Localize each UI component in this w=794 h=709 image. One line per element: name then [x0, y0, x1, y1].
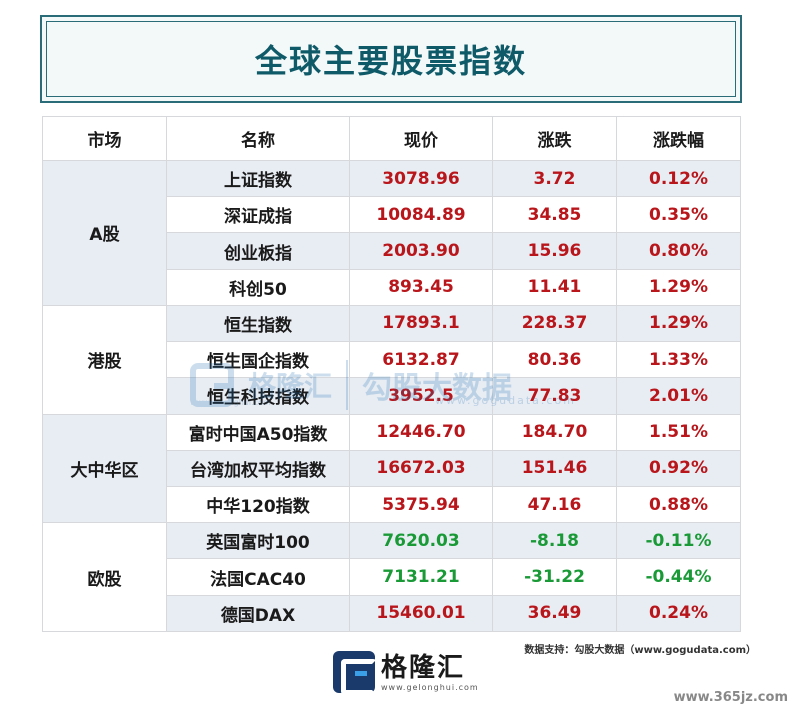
table-row: 恒生国企指数 6132.87 80.36 1.33% [43, 341, 741, 379]
change-cell: 47.16 [492, 485, 617, 524]
logo-url: www.gelonghui.com [381, 682, 479, 692]
change-cell: 77.83 [492, 377, 617, 415]
table-row: 创业板指 2003.90 15.96 0.80% [43, 232, 741, 270]
change-pct-cell: -0.11% [616, 522, 741, 560]
table-row: 科创50 893.45 11.41 1.29% [43, 268, 741, 306]
price-cell: 5375.94 [349, 485, 493, 524]
title-inner-frame: 全球主要股票指数 [46, 21, 736, 97]
table-row: 深证成指 10084.89 34.85 0.35% [43, 196, 741, 234]
change-cell: 228.37 [492, 304, 617, 343]
index-name-cell: 恒生指数 [166, 304, 350, 343]
price-cell: 3952.5 [349, 377, 493, 415]
change-cell: 15.96 [492, 232, 617, 270]
index-name-cell: 上证指数 [166, 159, 350, 198]
table-body: A股 上证指数 3078.96 3.72 0.12% 深证成指 10084.89 34.85 0… [42, 159, 741, 633]
price-cell: 6132.87 [349, 341, 493, 379]
change-cell: -8.18 [492, 522, 617, 560]
change-pct-cell: 0.24% [616, 594, 741, 633]
change-cell: -31.22 [492, 558, 617, 596]
index-name-cell: 英国富时100 [166, 522, 350, 560]
price-cell: 893.45 [349, 268, 493, 306]
price-cell: 15460.01 [349, 594, 493, 633]
price-cell: 3078.96 [349, 159, 493, 198]
table-row: 德国DAX 15460.01 36.49 0.24% [43, 594, 741, 633]
price-cell: 12446.70 [349, 413, 493, 451]
header-name: 名称 [166, 116, 350, 161]
change-pct-cell: 2.01% [616, 377, 741, 415]
index-name-cell: 台湾加权平均指数 [166, 449, 350, 487]
index-table: 市场 名称 现价 涨跌 涨跌幅 A股 上证指数 3078.96 3.72 0.12% 深证… [42, 116, 741, 633]
index-name-cell: 恒生科技指数 [166, 377, 350, 415]
change-pct-cell: 1.29% [616, 268, 741, 306]
price-cell: 2003.90 [349, 232, 493, 270]
header-change-pct: 涨跌幅 [616, 116, 741, 161]
market-cell: 港股 [42, 304, 167, 415]
market-cell: 大中华区 [42, 413, 167, 524]
price-cell: 16672.03 [349, 449, 493, 487]
change-pct-cell: 0.80% [616, 232, 741, 270]
change-cell: 11.41 [492, 268, 617, 306]
change-pct-cell: 0.35% [616, 196, 741, 234]
change-pct-cell: 0.92% [616, 449, 741, 487]
index-name-cell: 恒生国企指数 [166, 341, 350, 379]
change-cell: 3.72 [492, 159, 617, 198]
header-change: 涨跌 [492, 116, 617, 161]
gelonghui-logo-icon [333, 651, 377, 695]
market-cell: 欧股 [42, 522, 167, 632]
change-pct-cell: 0.12% [616, 159, 741, 198]
logo-text-group: 格隆汇 www.gelonghui.com [381, 653, 479, 692]
price-cell: 10084.89 [349, 196, 493, 234]
change-cell: 151.46 [492, 449, 617, 487]
footer-logo: 格隆汇 www.gelonghui.com [333, 651, 479, 695]
header-price: 现价 [349, 116, 493, 161]
index-name-cell: 科创50 [166, 268, 350, 306]
table-row: 大中华区 富时中国A50指数 12446.70 184.70 1.51% [42, 413, 741, 524]
corner-watermark: www.365jz.com [673, 690, 788, 705]
price-cell: 17893.1 [349, 304, 493, 343]
table-row: 欧股 英国富时100 7620.03 -8.18 -0.11% [42, 522, 741, 632]
table-row: 港股 恒生指数 17893.1 228.37 1.29% [42, 304, 741, 415]
table-row: A股 上证指数 3078.96 3.72 0.12% [42, 159, 741, 306]
header-market: 市场 [42, 116, 167, 161]
change-cell: 36.49 [492, 594, 617, 633]
table-row: 中华120指数 5375.94 47.16 0.88% [43, 485, 741, 524]
change-pct-cell: 1.33% [616, 341, 741, 379]
table-header-row: 市场 名称 现价 涨跌 涨跌幅 [42, 116, 741, 161]
change-pct-cell: 0.88% [616, 485, 741, 524]
change-pct-cell: 1.29% [616, 304, 741, 343]
change-pct-cell: -0.44% [616, 558, 741, 596]
data-source-note: 数据支持：勾股大数据（www.gogudata.com） [524, 645, 756, 656]
table-row: 法国CAC40 7131.21 -31.22 -0.44% [43, 558, 741, 596]
price-cell: 7620.03 [349, 522, 493, 560]
table-row: 台湾加权平均指数 16672.03 151.46 0.92% [43, 449, 741, 487]
index-name-cell: 创业板指 [166, 232, 350, 270]
index-name-cell: 中华120指数 [166, 485, 350, 524]
logo-text: 格隆汇 [381, 652, 466, 683]
market-cell: A股 [42, 160, 167, 306]
change-cell: 80.36 [492, 341, 617, 379]
change-cell: 34.85 [492, 196, 617, 234]
page-title: 全球主要股票指数 [254, 42, 527, 80]
index-name-cell: 法国CAC40 [166, 558, 350, 596]
price-cell: 7131.21 [349, 558, 493, 596]
index-name-cell: 富时中国A50指数 [166, 413, 350, 451]
index-name-cell: 德国DAX [166, 594, 350, 633]
title-banner: 全球主要股票指数 [40, 15, 742, 103]
change-pct-cell: 1.51% [616, 413, 741, 451]
index-name-cell: 深证成指 [166, 196, 350, 234]
change-cell: 184.70 [492, 413, 617, 451]
